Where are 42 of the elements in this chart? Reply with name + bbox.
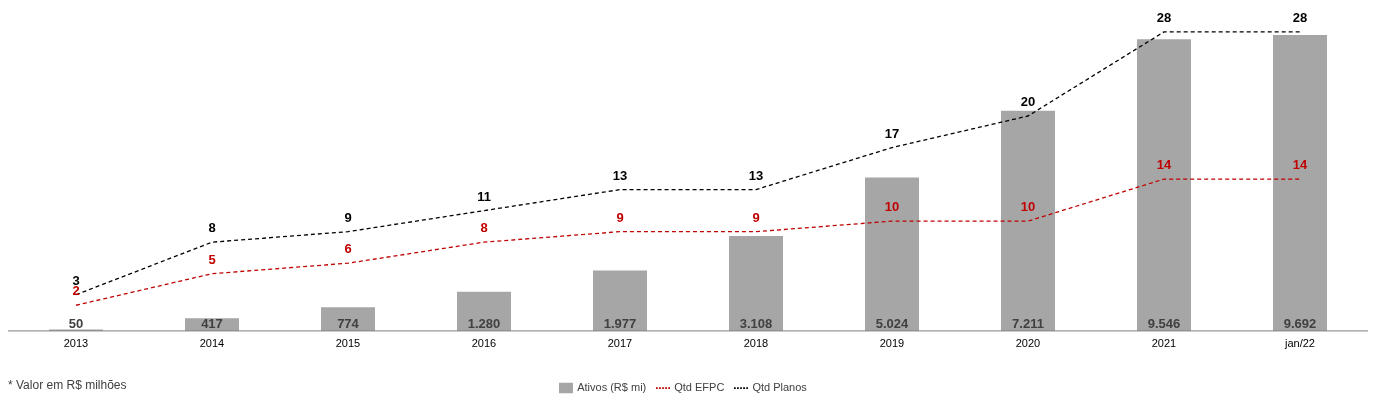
x-tick-label: 2018: [743, 336, 769, 349]
data-label: 5: [208, 251, 216, 267]
data-label: 13: [612, 167, 628, 183]
data-label: 9.546: [1147, 315, 1181, 331]
x-tick-label: jan/22: [1284, 336, 1315, 349]
data-label: 10: [1020, 199, 1036, 215]
data-label: 417: [201, 315, 223, 331]
data-label: 14: [1156, 157, 1172, 173]
data-label: 50: [68, 315, 84, 331]
data-label: 8: [208, 220, 216, 236]
x-tick-label: 2021: [1151, 336, 1177, 349]
data-label: 20: [1020, 94, 1036, 109]
x-tick-label: 2015: [335, 336, 361, 349]
data-label: 8: [480, 220, 488, 236]
data-label: 7.211: [1012, 315, 1044, 331]
data-label: 3.108: [739, 315, 773, 331]
data-label: 5.024: [875, 315, 910, 331]
legend-label: Ativos (R$ mi): [577, 380, 647, 393]
data-label: 10: [884, 199, 900, 215]
legend-label: Qtd Planos: [752, 380, 807, 393]
data-label: 9: [616, 209, 624, 225]
legend-label: Qtd EFPC: [674, 380, 725, 393]
x-tick-label: 2017: [607, 336, 633, 349]
data-label: 9.692: [1283, 315, 1317, 331]
data-label: 17: [884, 125, 900, 141]
data-label: 9: [752, 209, 760, 225]
data-label: 6: [344, 241, 352, 257]
data-label: 774: [337, 315, 360, 331]
data-label: 1.977: [603, 315, 637, 331]
data-label: 1.280: [467, 315, 501, 331]
x-tick-label: 2020: [1015, 336, 1041, 349]
data-label: 9: [344, 209, 352, 225]
data-label: 13: [748, 167, 764, 183]
x-tick-label: 2019: [879, 336, 905, 349]
text: * Valor em R$ milhões: [8, 378, 127, 392]
data-label: 28: [1292, 9, 1308, 25]
x-tick-label: 2014: [199, 336, 225, 349]
x-tick-label: 2016: [471, 336, 497, 349]
data-label: 14: [1292, 157, 1308, 173]
data-label: 28: [1156, 9, 1172, 25]
x-tick-label: 2013: [63, 336, 89, 349]
data-label: 11: [477, 188, 491, 204]
